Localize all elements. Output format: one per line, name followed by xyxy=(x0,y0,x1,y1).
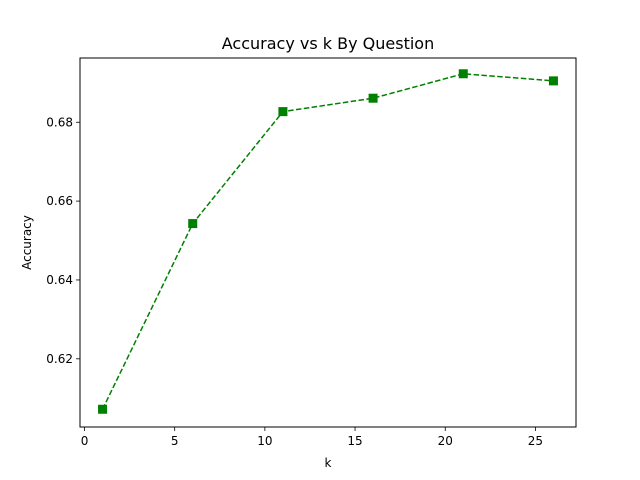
y-tick-label: 0.68 xyxy=(46,115,73,129)
y-tick-label: 0.62 xyxy=(46,352,73,366)
x-tick-label: 5 xyxy=(171,434,179,448)
series-line xyxy=(101,73,554,410)
axis-ticks: 0 5 10 15 20 25 0.62 0.64 0.66 0.68 xyxy=(46,115,543,448)
chart-title: Accuracy vs k By Question xyxy=(222,34,434,53)
data-point-marker xyxy=(278,107,288,117)
y-tick-label: 0.66 xyxy=(46,194,73,208)
x-axis-label: k xyxy=(325,456,332,470)
x-tick-label: 25 xyxy=(528,434,543,448)
x-tick-label: 15 xyxy=(347,434,362,448)
plot-area xyxy=(98,69,558,414)
x-tick-label: 20 xyxy=(438,434,453,448)
y-tick-label: 0.64 xyxy=(46,273,73,287)
x-tick-label: 10 xyxy=(257,434,272,448)
axes-frame xyxy=(79,57,577,428)
data-point-marker xyxy=(188,219,198,229)
y-axis-label: Accuracy xyxy=(20,215,34,270)
data-point-marker xyxy=(368,93,378,103)
data-point-marker xyxy=(548,76,558,86)
data-point-marker xyxy=(458,69,468,79)
x-tick-label: 0 xyxy=(81,434,89,448)
data-point-marker xyxy=(98,404,108,414)
